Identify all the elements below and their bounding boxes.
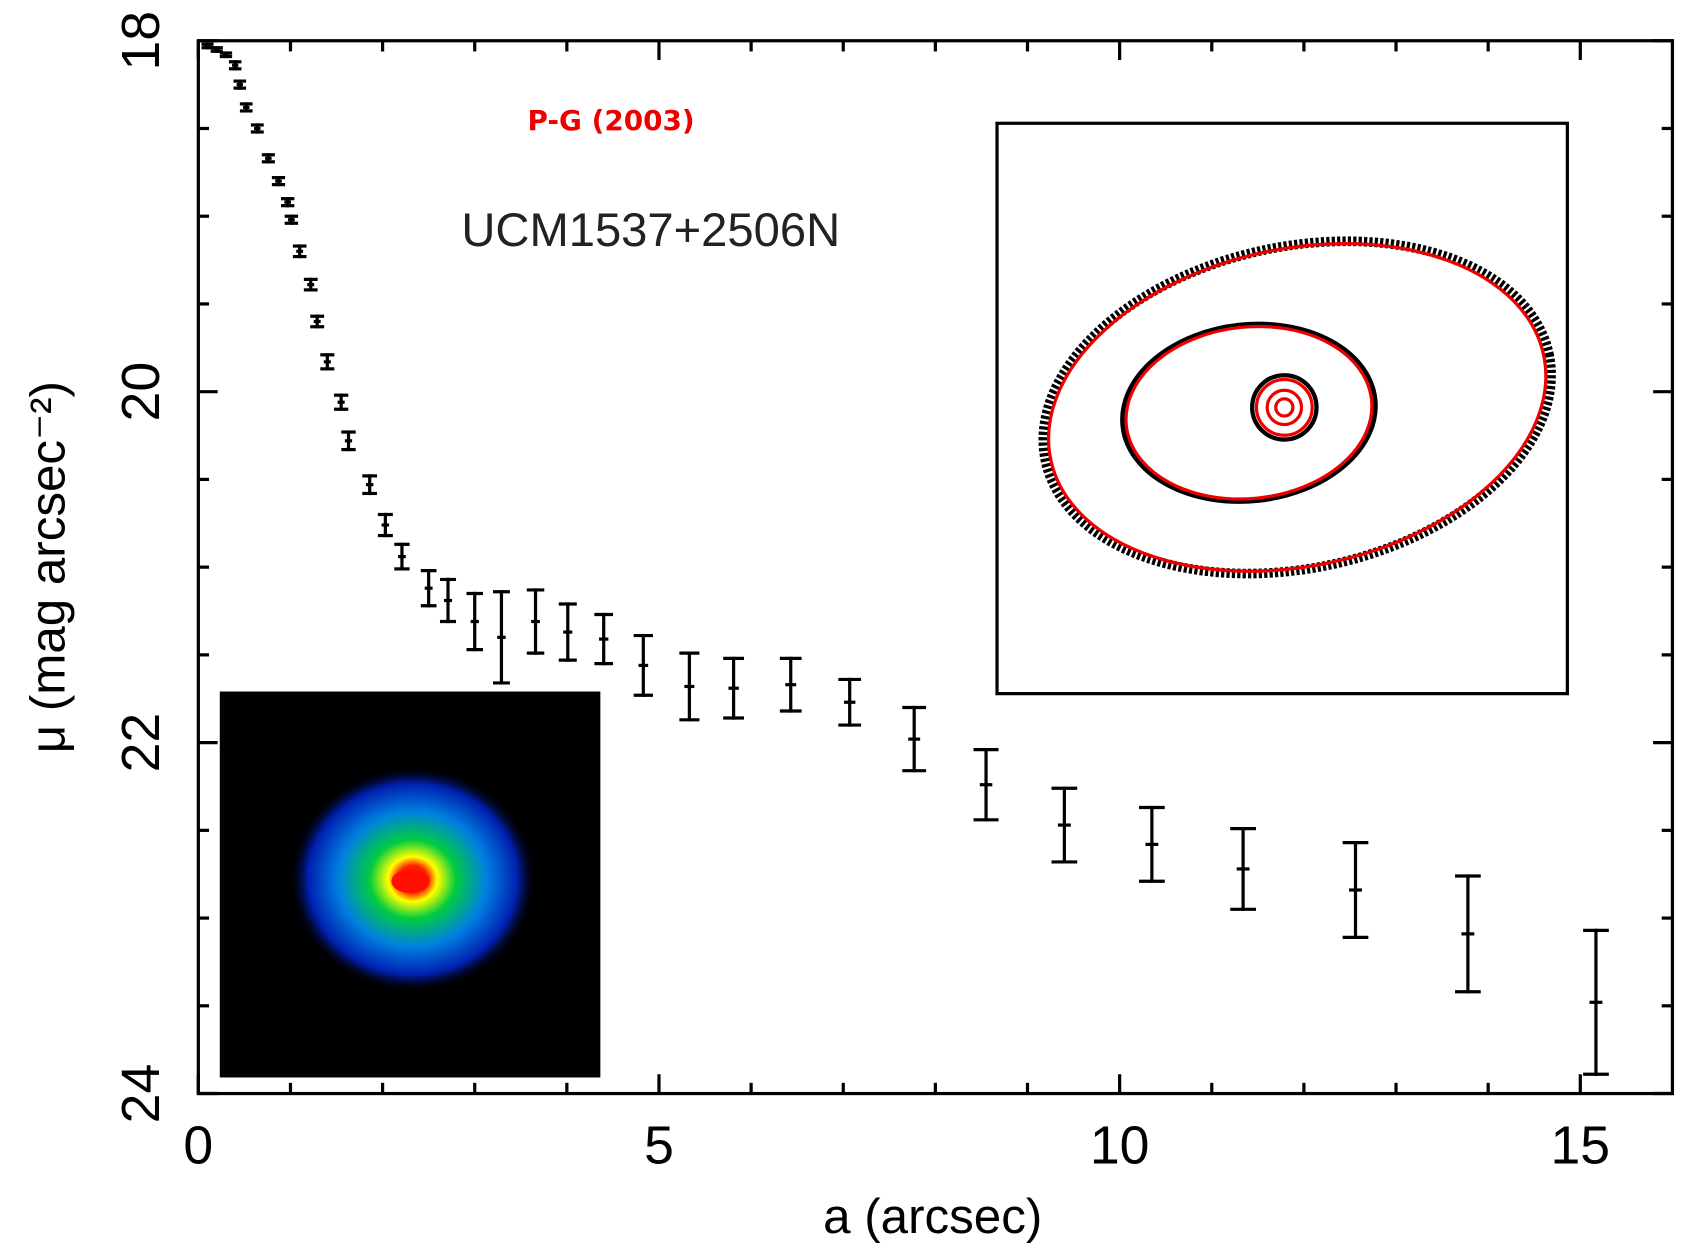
error-bar (310, 314, 325, 329)
fit-inner (1254, 377, 1314, 437)
y-tick-label: 24 (111, 1064, 171, 1124)
error-bar (219, 51, 233, 59)
error-bar (466, 591, 483, 652)
x-axis-label: a (arcsec) (823, 1189, 1042, 1244)
error-bar (303, 277, 318, 292)
fit-middle (1124, 324, 1374, 501)
error-bar (334, 393, 349, 411)
error-bar (526, 588, 545, 655)
error-bar (271, 175, 286, 187)
error-bar (281, 197, 295, 208)
error-bar (1230, 826, 1256, 911)
error-bar (439, 577, 457, 624)
y-tick-label: 22 (111, 713, 171, 773)
contour-middle (1120, 321, 1378, 504)
error-bar (723, 656, 745, 720)
error-bar (261, 153, 275, 164)
y-tick-label: 18 (111, 11, 171, 71)
contour-inset (995, 121, 1569, 696)
error-bar (1342, 841, 1369, 939)
error-bar (679, 651, 700, 722)
contour-outer (1038, 236, 1556, 579)
error-bar (1051, 786, 1078, 864)
annotation: P-G (2003) (528, 104, 695, 137)
error-bar (594, 612, 614, 666)
fit-core-2 (1274, 397, 1295, 418)
error-bar (902, 705, 927, 773)
error-bar (1583, 928, 1609, 1076)
error-bar (420, 569, 437, 608)
error-bar (341, 430, 356, 452)
chart-title: UCM1537+2506N (461, 203, 840, 256)
contour-inner (1250, 373, 1319, 442)
x-tick-label: 0 (183, 1115, 213, 1175)
error-bar (228, 60, 242, 71)
error-bar (210, 46, 223, 53)
fit-outer (1046, 241, 1548, 573)
error-bar (633, 633, 653, 697)
error-bar (239, 102, 253, 113)
y-tick-label: 20 (111, 362, 171, 422)
error-bar (1139, 805, 1165, 883)
inset-frame (995, 121, 1569, 696)
error-bar (838, 677, 862, 727)
x-tick-label: 15 (1550, 1115, 1610, 1175)
error-bar (377, 512, 393, 538)
error-bar (233, 79, 247, 90)
x-tick-label: 5 (644, 1115, 674, 1175)
error-bar (292, 244, 307, 259)
error-bar (320, 353, 335, 371)
error-bar (201, 42, 214, 50)
y-axis-label: μ (mag arcsec⁻²) (20, 381, 75, 753)
fit-core (1265, 388, 1304, 427)
error-bar (492, 590, 510, 685)
error-bar (558, 602, 577, 662)
error-bar (973, 748, 999, 822)
error-bar (362, 474, 378, 496)
error-bar (394, 542, 410, 571)
x-tick-label: 10 (1090, 1115, 1150, 1175)
error-bar (250, 123, 264, 134)
galaxy-core (391, 869, 430, 894)
error-bar (1455, 874, 1481, 994)
error-bar (779, 656, 802, 713)
galaxy-image (219, 691, 601, 1078)
error-bar (284, 214, 299, 225)
